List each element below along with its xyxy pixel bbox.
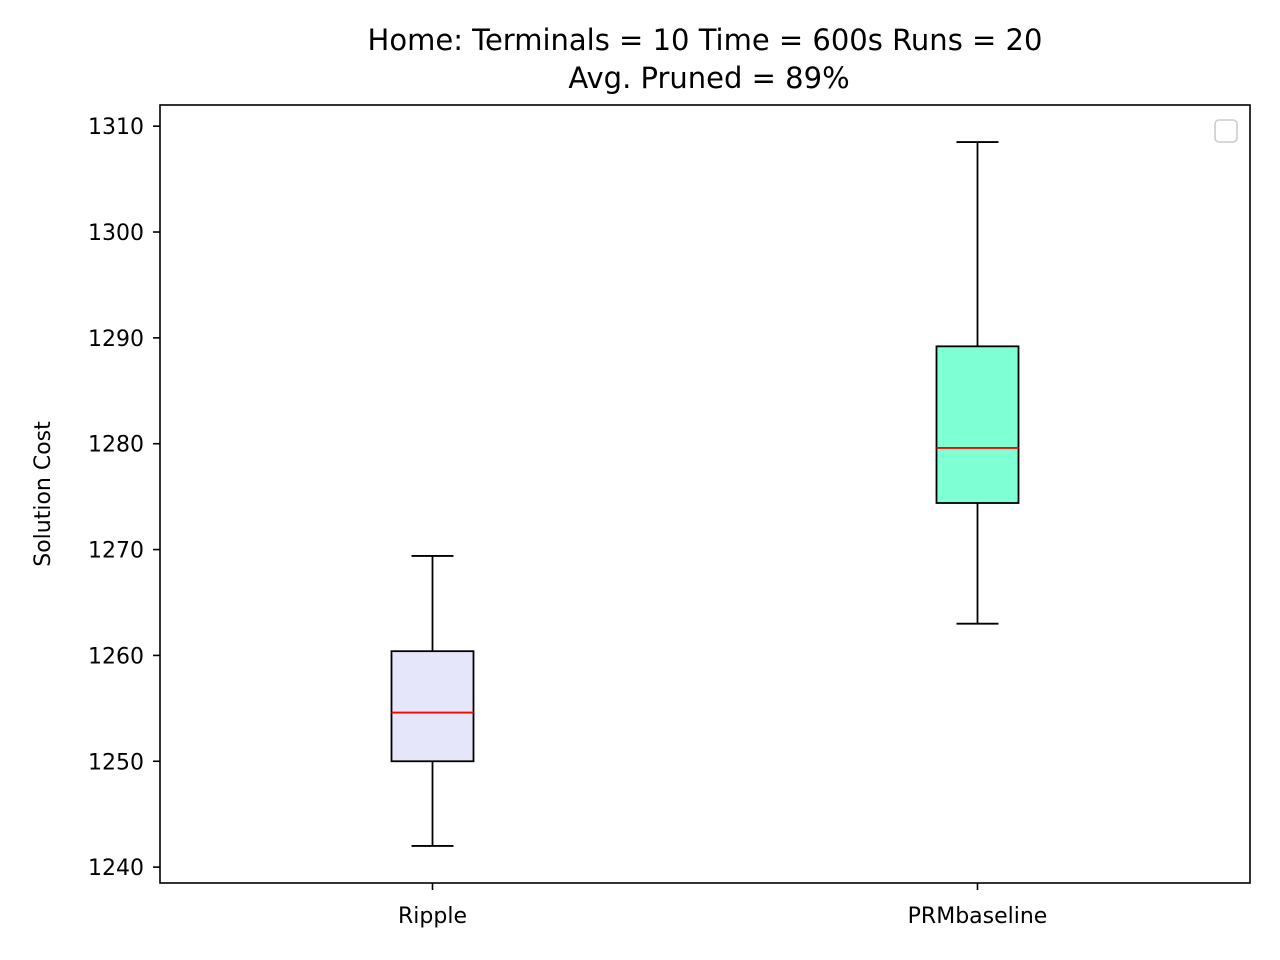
y-tick-label: 1310 [88, 115, 144, 140]
y-axis-label: Solution Cost [31, 421, 56, 567]
chart-title: Home: Terminals = 10 Time = 600s Runs = … [368, 23, 1043, 57]
plot-frame [159, 104, 1251, 884]
box-prmbaseline [935, 141, 1020, 625]
x-axis: Ripple PRMbaseline [398, 883, 1047, 929]
y-tick-label: 1270 [88, 539, 144, 564]
legend-box [1214, 119, 1238, 143]
y-tick-label: 1290 [88, 327, 144, 352]
y-axis: 1240 1250 1260 1270 1280 1290 1300 1310 [88, 115, 160, 881]
y-tick-label: 1300 [88, 221, 144, 246]
box-ripple [390, 555, 475, 847]
x-tick-label: PRMbaseline [908, 904, 1048, 929]
boxes-layer [390, 141, 1020, 847]
chart-subtitle: Avg. Pruned = 89% [568, 61, 849, 95]
y-tick-label: 1280 [88, 433, 144, 458]
y-tick-label: 1240 [88, 856, 144, 881]
x-tick-label: Ripple [398, 904, 467, 929]
iqr-box [390, 650, 475, 763]
iqr-box [935, 345, 1020, 504]
y-tick-label: 1260 [88, 644, 144, 669]
y-tick-label: 1250 [88, 750, 144, 775]
